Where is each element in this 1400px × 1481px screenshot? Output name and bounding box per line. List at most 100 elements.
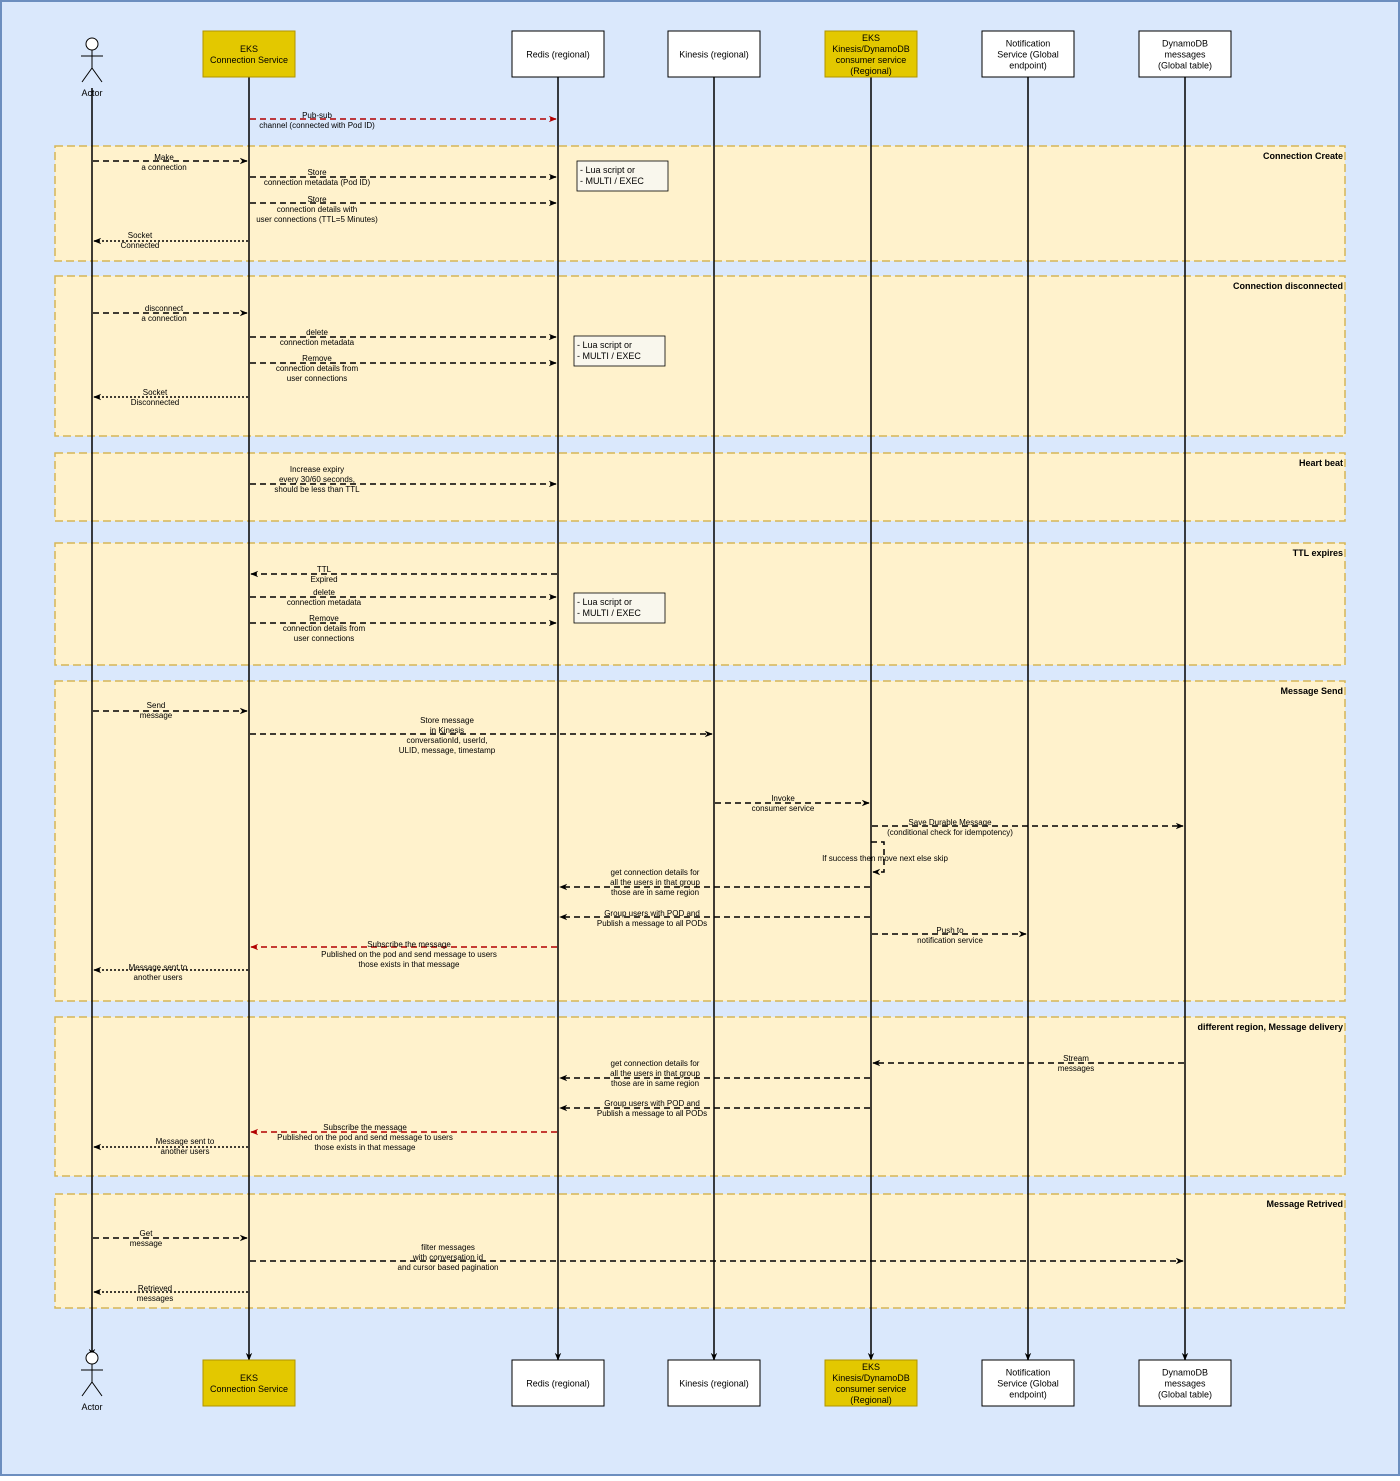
message-label-line: user connections (TTL=5 Minutes) <box>256 215 378 224</box>
message-label-line: filter messages <box>421 1243 475 1252</box>
message-label-line: consumer service <box>752 804 815 813</box>
message-label-line: those are in same region <box>611 1079 699 1088</box>
message-arrow: Pub-sub channel (connected with Pod ID) <box>250 111 557 130</box>
message-arrow: filter messages with conversation id and c… <box>250 1243 1184 1272</box>
message-label-line: another users <box>161 1147 210 1156</box>
message-label-line: a connection <box>141 163 186 172</box>
message-label-line: Stream <box>1063 1054 1089 1063</box>
message-label-line: Published on the pod and send message to… <box>321 950 497 959</box>
participant-label: Notification Service (Global endpoint) <box>997 39 1059 71</box>
fragment-frame <box>54 542 1346 666</box>
fragment-box: different region, Message delivery <box>54 1016 1346 1177</box>
participant-label-line: EKS <box>862 33 880 43</box>
participant-label-line: messages <box>1164 1379 1206 1389</box>
message-arrow: Increase expiry every 30/60 seconds, shoul… <box>250 465 557 494</box>
fragment-frame <box>54 1016 1346 1177</box>
message-arrow: disconnect a connection <box>93 304 248 323</box>
message-label-line: connection details from <box>283 624 366 633</box>
message-label-line: Send <box>147 701 166 710</box>
message-label-line: disconnect <box>145 304 184 313</box>
participant-box <box>511 1359 605 1407</box>
participant-eks_consumer-top: EKS Kinesis/DynamoDB consumer service (Regi… <box>824 30 918 78</box>
message-label-line: Push to <box>936 926 964 935</box>
participant-label-line: Service (Global <box>997 1379 1059 1389</box>
message-label-line: ULID, message, timestamp <box>399 746 496 755</box>
message-label: TTL Expired <box>310 565 337 584</box>
message-label: Group users with POD and Publish a messag… <box>597 1099 707 1118</box>
message-label-line: user connections <box>287 374 347 383</box>
message-label-line: every 30/60 seconds, <box>279 475 355 484</box>
participant-label-line: EKS <box>240 44 258 54</box>
fragment-frame <box>54 452 1346 522</box>
note-frame <box>576 160 669 192</box>
message-label: Store connection details with user connect… <box>256 195 378 224</box>
message-label-line: Message sent to <box>129 963 188 972</box>
fragment-box: Heart beat <box>54 452 1346 522</box>
participant-label-line: endpoint) <box>1009 61 1047 71</box>
message-arrow: Group users with POD and Publish a messag… <box>559 1099 870 1118</box>
participant-eks_conn-top: EKS Connection Service <box>202 30 296 78</box>
message-label-line: user connections <box>294 634 354 643</box>
message-arrow: Stream messages <box>872 1054 1184 1073</box>
message-label-line: Store message <box>420 716 474 725</box>
participant-box <box>202 1359 296 1407</box>
participant-box <box>981 1359 1075 1407</box>
message-arrow: delete connection metadata <box>250 328 557 347</box>
message-label: get connection details for all the users … <box>610 1059 700 1088</box>
participant-label-line: Kinesis/DynamoDB <box>832 1373 910 1383</box>
participant-label-line: Notification <box>1006 39 1051 49</box>
message-arrow: Group users with POD and Publish a messag… <box>559 909 870 928</box>
participant-box <box>667 30 761 78</box>
message-arrow: Make a connection <box>93 153 248 172</box>
message-label-line: those are in same region <box>611 888 699 897</box>
participant-label-line: DynamoDB <box>1162 39 1208 49</box>
actor-figure: Actor <box>81 1351 103 1412</box>
message-label-line: Disconnected <box>131 398 179 407</box>
message-label-line: Increase expiry <box>290 465 344 474</box>
message-label: Remove connection details from user connec… <box>276 354 359 383</box>
message-label-line: and cursor based pagination <box>398 1263 499 1272</box>
message-label-line: message <box>130 1239 163 1248</box>
message-label: Socket Disconnected <box>131 388 179 407</box>
message-label: Subscribe the message Published on the po… <box>321 940 497 969</box>
fragment-title: TTL expires <box>1293 548 1343 558</box>
note-box: - Lua script or- MULTI / EXEC <box>573 335 666 367</box>
message-label-line: with conversation id <box>412 1253 483 1262</box>
message-arrow: Save Durable Message (conditional check f… <box>872 818 1184 837</box>
message-label-line: message <box>140 711 173 720</box>
participant-label-line: Redis (regional) <box>526 1379 590 1389</box>
fragment-box: Message Retrived <box>54 1193 1346 1309</box>
participant-kinesis-top: Kinesis (regional) <box>667 30 761 78</box>
note-box: - Lua script or- MULTI / EXEC <box>576 160 669 192</box>
note-frame <box>573 335 666 367</box>
participant-label-line: Kinesis (regional) <box>679 50 749 60</box>
message-label-line: Invoke <box>771 794 795 803</box>
message-label-line: Subscribe the message <box>367 940 451 949</box>
message-label-line: Group users with POD and <box>604 1099 700 1108</box>
message-arrow: Get message <box>93 1229 248 1248</box>
message-label: get connection details for all the users … <box>610 868 700 897</box>
participant-label-line: consumer service <box>836 1384 907 1394</box>
message-label-line: get connection details for <box>611 868 700 877</box>
message-label: Retrieved messages <box>137 1284 173 1303</box>
message-label-line: Expired <box>310 575 337 584</box>
message-label-line: channel (connected with Pod ID) <box>259 121 375 130</box>
fragment-box: Connection disconnected <box>54 275 1346 437</box>
message-arrow: Remove connection details from user connec… <box>250 614 557 643</box>
message-label-line: delete <box>306 328 328 337</box>
message-label-line: Socket <box>128 231 153 240</box>
note-text: - Lua script or <box>577 597 632 607</box>
message-label-line: (conditional check for idempotency) <box>887 828 1013 837</box>
participant-label-line: (Global table) <box>1158 61 1212 71</box>
participant-label-line: (Regional) <box>850 1395 892 1405</box>
message-label: Socket Connected <box>121 231 160 250</box>
fragment-box: TTL expires <box>54 542 1346 666</box>
message-label: Save Durable Message (conditional check f… <box>887 818 1013 837</box>
message-label: Remove connection details from user connec… <box>283 614 366 643</box>
participant-label-line: Kinesis (regional) <box>679 1379 749 1389</box>
message-label-line: connection metadata <box>287 598 362 607</box>
message-label-line: Get <box>140 1229 154 1238</box>
message-label-line: If success then move next else skip <box>822 854 948 863</box>
